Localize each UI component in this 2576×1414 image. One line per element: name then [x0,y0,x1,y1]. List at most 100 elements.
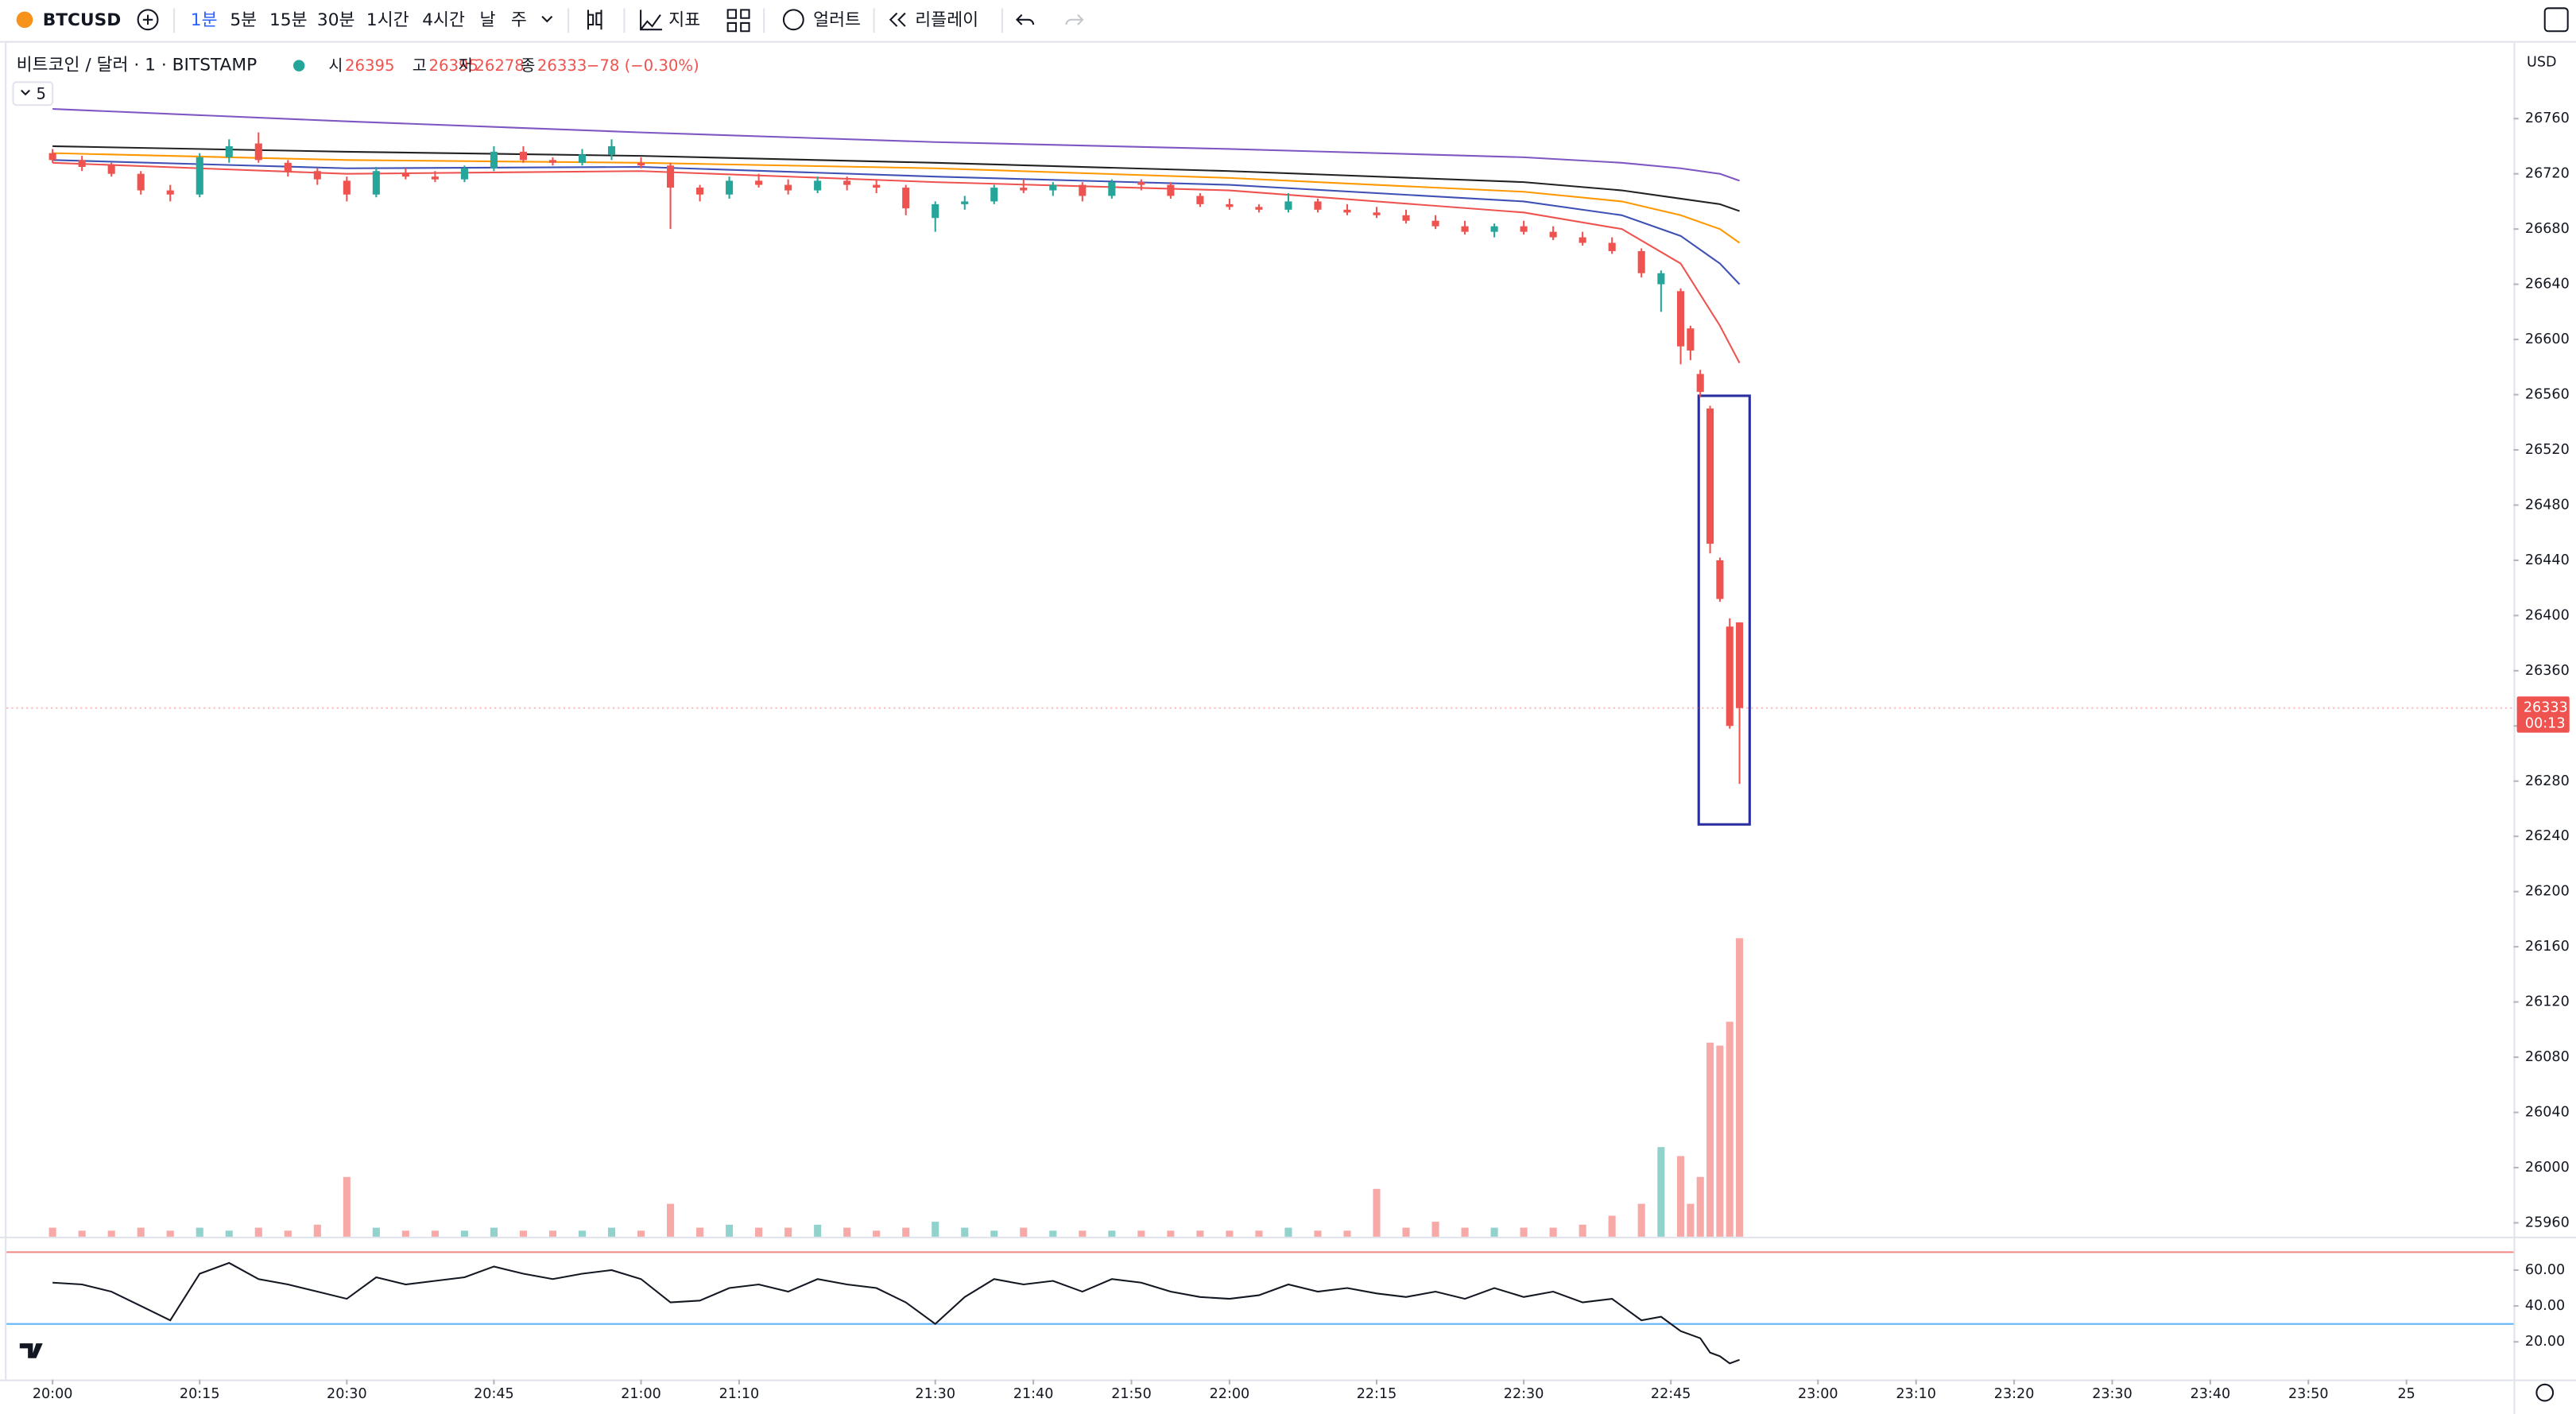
volume-bar [1687,1203,1695,1237]
y-tick-label: 26080 [2525,1049,2570,1065]
candle-body [1706,408,1714,544]
y-tick-label: 26160 [2525,939,2570,955]
candle-body [107,165,115,174]
volume-bar [196,1227,203,1237]
volume-bar [225,1230,233,1237]
legend-label: 저 [459,56,473,75]
currency[interactable]: USD [2527,55,2557,71]
interval[interactable]: 15분 [269,10,308,30]
candle-body [1314,201,1322,210]
tradingview-logo[interactable] [19,1343,43,1358]
volume-bar [1676,1156,1685,1237]
candle-body [1608,242,1616,251]
legend-high: 26395 [428,56,478,75]
x-tick-label: 21:50 [1111,1386,1152,1402]
y-tick-label: 26680 [2525,221,2570,237]
add-symbol[interactable] [137,9,159,31]
y-tick-label: 26400 [2525,607,2570,623]
fullscreen[interactable] [2543,7,2569,33]
x-tick-label: 25 [2398,1386,2415,1402]
candle-body [1020,188,1028,191]
volume-bar [1314,1230,1322,1237]
volume-bar [607,1227,616,1237]
volume-bar [961,1227,969,1237]
candle-body [1696,374,1704,393]
volume-bar [1608,1215,1616,1237]
redo[interactable] [1065,14,1084,25]
candle-body [1137,182,1145,185]
indicators-icon[interactable] [640,10,662,31]
x-tick-label: 21:40 [1013,1386,1054,1402]
candle-body [431,176,439,180]
volume-bar [313,1224,321,1237]
candle-body [1049,184,1057,191]
candle-body [1226,203,1234,207]
volume-bar [1196,1230,1204,1237]
x-tick-label: 23:30 [2092,1386,2132,1402]
volume-bar [1402,1227,1410,1237]
candle-body [343,180,351,195]
volume-bar [1108,1230,1116,1237]
rsi-tick-label: 20.00 [2525,1334,2565,1350]
chart-type[interactable] [587,10,602,30]
volume-bar [1637,1203,1645,1237]
legend-open: 26395 [345,56,394,75]
legend-label: 시 [328,56,343,75]
alert[interactable]: 얼러트 [813,10,861,30]
ma-legend-chevron[interactable] [21,89,30,96]
replay[interactable]: 리플레이 [915,10,978,30]
settings[interactable] [2535,1383,2555,1402]
btc-icon[interactable] [16,11,33,29]
y-tick-label: 26720 [2525,166,2570,182]
symbol[interactable]: BTCUSD [43,10,122,30]
x-tick-label: 23:10 [1896,1386,1936,1402]
y-tick-label: 26520 [2525,442,2570,458]
candle-body [284,162,292,172]
volume-bar [1696,1176,1704,1237]
candle-body [607,145,616,155]
volume-bar [1736,938,1744,1237]
interval-dropdown[interactable] [541,15,553,23]
candle-body [873,184,881,188]
interval[interactable]: 날 [480,10,496,30]
candle-body [1549,231,1557,238]
candle-body [1736,622,1744,708]
candle-body [667,165,675,188]
candle-body [784,184,792,191]
volume-bar [1520,1227,1528,1237]
volume-bar [873,1230,881,1237]
candle-body [166,190,174,195]
candle-body [1402,215,1410,221]
interval[interactable]: 1분 [191,10,218,30]
y-tick-label: 26240 [2525,828,2570,844]
y-tick-label: 26360 [2525,663,2570,679]
interval[interactable]: 5분 [230,10,257,30]
candle-body [1637,250,1645,273]
volume-bar [254,1227,262,1237]
x-tick-label: 22:45 [1651,1386,1691,1402]
legend-change: −78 (−0.30%) [587,56,699,75]
interval[interactable]: 4시간 [422,10,465,30]
volume-bar [1726,1021,1733,1237]
rectangle-drawing[interactable] [1697,394,1751,826]
interval[interactable]: 30분 [317,10,355,30]
volume-bar [1079,1230,1087,1237]
undo[interactable] [1015,14,1035,25]
interval[interactable]: 주 [511,10,527,30]
interval[interactable]: 1시간 [366,10,409,30]
volume-bar [1167,1230,1175,1237]
replay-icon[interactable] [889,12,906,27]
candle-body [1079,184,1087,196]
ma-legend[interactable] [12,81,54,107]
candle-body [48,153,56,161]
layouts[interactable] [726,9,750,33]
candle-body [1726,626,1733,726]
candle-body [1579,237,1586,243]
x-tick-label: 23:50 [2288,1386,2329,1402]
volume-bar [843,1227,851,1237]
indicators[interactable]: 지표 [668,10,700,30]
alert-icon[interactable] [782,9,804,31]
candle-body [578,154,587,163]
y-tick-label: 26480 [2525,497,2570,513]
market-status[interactable] [292,60,305,72]
